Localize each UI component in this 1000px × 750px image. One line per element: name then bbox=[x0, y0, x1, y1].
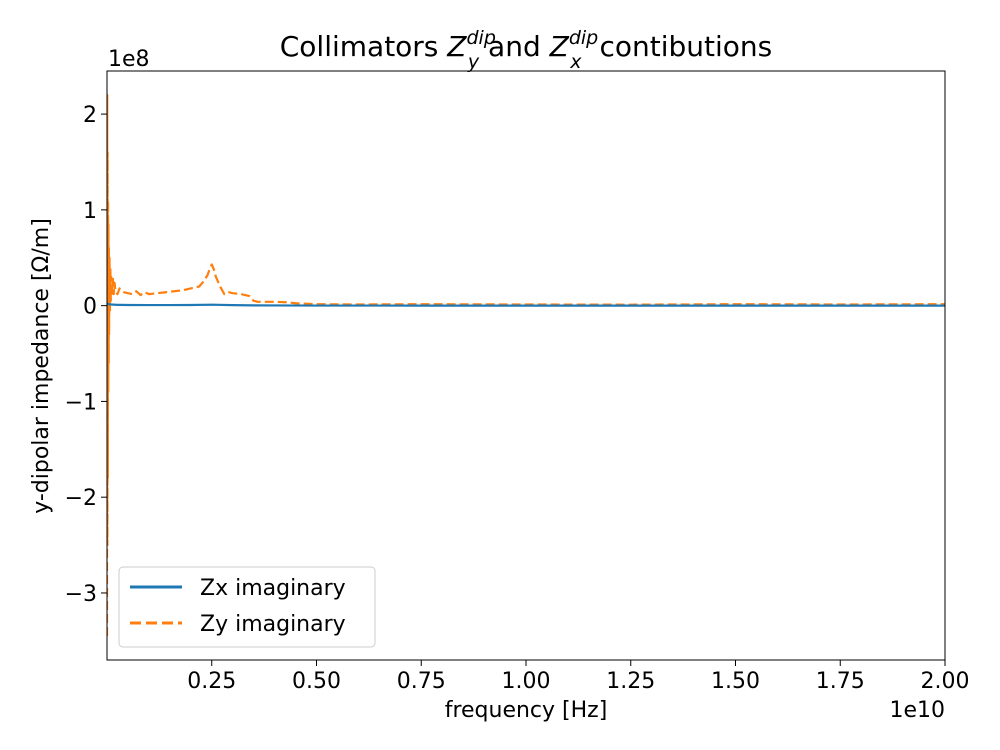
x-tick-label: 0.25 bbox=[187, 669, 236, 694]
x-tick-label: 1.75 bbox=[816, 669, 865, 694]
plot-area bbox=[107, 93, 945, 637]
plot-frame bbox=[106, 70, 946, 661]
y-tick-label: −1 bbox=[65, 390, 97, 415]
x-tick-label: 0.50 bbox=[292, 669, 341, 694]
legend: Zx imaginary Zy imaginary bbox=[118, 566, 376, 648]
series-line-zx-imaginary bbox=[107, 302, 945, 307]
x-tick-label: 0.75 bbox=[397, 669, 446, 694]
chart-title: Collimators Zdip y and Zdip x contibutions bbox=[280, 27, 773, 73]
legend-label-zx: Zx imaginary bbox=[200, 576, 346, 601]
y-tick-label: 0 bbox=[83, 295, 97, 320]
axis-ticks: 0.25 0.50 0.75 1.00 1.25 1.50 1.75 2.00 −3 −2 −1 0 1… bbox=[65, 103, 970, 694]
legend-label-zy: Zy imaginary bbox=[200, 612, 346, 637]
y-axis-label: y-dipolar impedance [Ω/m] bbox=[29, 218, 54, 514]
y-tick-label: −2 bbox=[65, 486, 97, 511]
x-tick-label: 1.25 bbox=[606, 669, 655, 694]
legend-box bbox=[118, 566, 376, 648]
x-offset-text: 1e10 bbox=[889, 698, 945, 723]
y-tick-label: −3 bbox=[65, 582, 97, 607]
x-tick-label: 1.50 bbox=[711, 669, 760, 694]
x-axis-label: frequency [Hz] bbox=[445, 698, 608, 723]
y-tick-label: 1 bbox=[83, 199, 97, 224]
x-tick-label: 2.00 bbox=[921, 669, 970, 694]
series-line-zy-imaginary bbox=[107, 93, 945, 637]
x-tick-label: 1.00 bbox=[502, 669, 551, 694]
y-tick-label: 2 bbox=[83, 103, 97, 128]
y-offset-text: 1e8 bbox=[108, 47, 150, 72]
